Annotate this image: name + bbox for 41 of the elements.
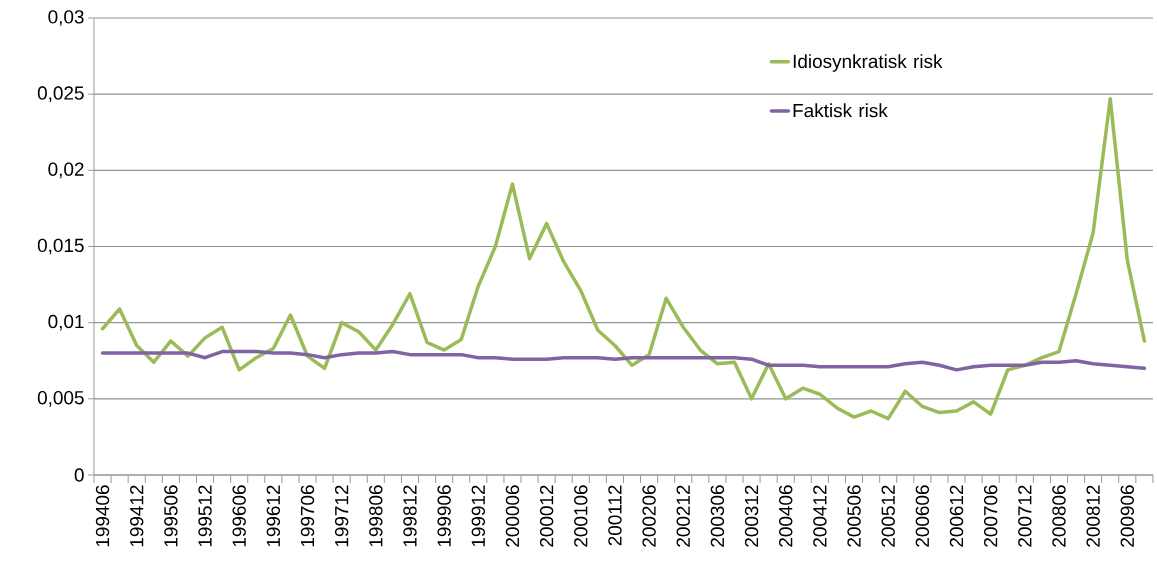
x-tick-label: 199612 — [266, 485, 281, 547]
x-tick-label: 199512 — [198, 485, 212, 547]
x-tick-label: 199806 — [369, 485, 383, 547]
x-tick-label: 200306 — [710, 485, 725, 547]
x-tick-label: 200112 — [608, 485, 622, 546]
x-tick-label: 200712 — [1018, 485, 1032, 547]
x-tick-label: 200312 — [744, 485, 759, 547]
x-tick-label: 200906 — [1120, 485, 1135, 547]
x-tick-label: 200212 — [676, 485, 690, 547]
y-tick-label: 0,02 — [48, 162, 84, 179]
x-tick-label: 200806 — [1052, 485, 1066, 547]
y-tick-label: 0,005 — [37, 391, 84, 407]
x-tick-label: 199406 — [95, 485, 110, 547]
x-tick-label: 199706 — [300, 485, 315, 547]
x-tick-label: 200006 — [505, 485, 520, 547]
x-tick-label: 199506 — [164, 485, 178, 547]
legend-label: Idiosynkratisk risk — [793, 54, 943, 72]
x-tick-label: 200406 — [779, 485, 793, 547]
x-tick-label: 200506 — [847, 485, 861, 547]
x-tick-label: 199412 — [130, 485, 144, 547]
x-tick-label: 200106 — [574, 485, 588, 547]
x-tick-label: 200012 — [539, 485, 554, 547]
x-tick-label: 200612 — [949, 485, 964, 547]
y-tick-label: 0,015 — [37, 238, 84, 255]
y-tick-label: 0 — [74, 468, 84, 482]
x-tick-label: 200206 — [642, 485, 656, 547]
x-tick-label: 200412 — [813, 485, 827, 547]
x-tick-label: 200606 — [915, 485, 930, 547]
x-tick-label: 199606 — [232, 485, 246, 547]
y-tick-label: 0,025 — [37, 86, 84, 102]
y-tick-label: 0,03 — [48, 10, 84, 26]
x-tick-label: 200812 — [1086, 485, 1100, 547]
x-tick-label: 200706 — [983, 485, 998, 547]
x-tick-label: 199906 — [437, 485, 451, 547]
x-tick-label: 199712 — [334, 485, 349, 547]
x-tick-label: 199912 — [471, 485, 485, 547]
y-tick-label: 0,01 — [48, 314, 84, 331]
legend-label: Faktisk risk — [793, 103, 888, 118]
line-series — [100, 96, 1147, 421]
x-tick-label: 199812 — [403, 485, 417, 547]
x-tick-label: 200512 — [881, 485, 895, 547]
